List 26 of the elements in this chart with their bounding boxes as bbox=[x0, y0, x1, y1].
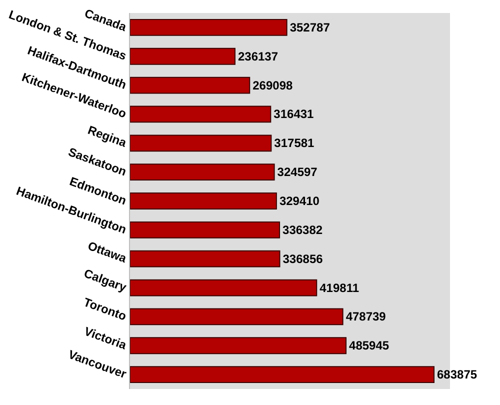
bar bbox=[130, 250, 280, 268]
bar bbox=[130, 337, 347, 354]
data-label: 683875 bbox=[437, 368, 478, 382]
data-label: 336856 bbox=[282, 252, 324, 266]
bar bbox=[130, 19, 288, 36]
data-label: 269098 bbox=[252, 78, 293, 92]
bar bbox=[130, 366, 434, 383]
data-label: 478739 bbox=[346, 310, 386, 324]
bar bbox=[130, 164, 275, 181]
bar bbox=[130, 48, 236, 65]
bar bbox=[130, 279, 318, 296]
bar bbox=[130, 134, 272, 152]
data-label: 317581 bbox=[274, 136, 315, 150]
data-label: 419811 bbox=[320, 280, 360, 295]
data-label: 329410 bbox=[279, 194, 320, 208]
bar bbox=[130, 192, 277, 210]
data-label: 485945 bbox=[349, 338, 390, 353]
data-label: 336382 bbox=[282, 222, 323, 237]
data-label: 324597 bbox=[277, 165, 318, 180]
data-label: 316431 bbox=[274, 107, 314, 122]
data-label: 352787 bbox=[290, 20, 330, 34]
bar bbox=[130, 308, 344, 326]
bar bbox=[130, 76, 250, 94]
bar bbox=[130, 106, 272, 123]
bar bbox=[130, 221, 280, 238]
data-label: 236137 bbox=[238, 49, 278, 64]
